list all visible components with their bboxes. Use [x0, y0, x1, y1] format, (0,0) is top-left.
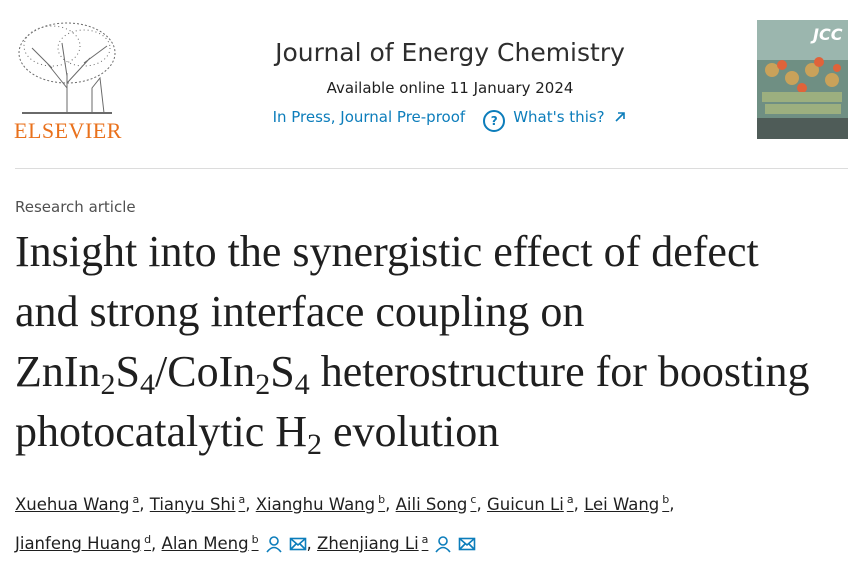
author: Xianghu Wang b, — [255, 493, 391, 514]
author-name: Zhenjiang Li — [317, 534, 419, 553]
author-affiliation: b — [251, 532, 259, 546]
author-profile-icon[interactable] — [265, 535, 283, 553]
author-affiliation: a — [421, 532, 429, 546]
author-email-icon[interactable] — [458, 535, 476, 553]
author: Lei Wang b, — [584, 493, 675, 514]
author-link[interactable]: Alan Meng b — [161, 532, 259, 554]
title-text: S — [270, 347, 295, 396]
author-separator: , — [245, 494, 251, 514]
author-name: Xianghu Wang — [255, 494, 376, 514]
external-link-icon[interactable] — [613, 110, 627, 124]
author-separator: , — [306, 534, 312, 553]
author-affiliation: b — [662, 493, 670, 506]
author: Xuehua Wang a, — [15, 493, 145, 514]
title-subscript: 2 — [100, 368, 116, 401]
elsevier-tree-logo — [18, 22, 116, 114]
author-link[interactable]: Xianghu Wang b — [255, 493, 386, 514]
divider — [15, 168, 848, 169]
author-affiliation: a — [566, 493, 574, 506]
author-name: Xuehua Wang — [15, 494, 130, 514]
title-subscript: 2 — [255, 368, 271, 401]
header: ELSEVIER Journal of Energy Chemistry Ava… — [0, 0, 865, 168]
author-affiliation: a — [132, 493, 140, 506]
author-link[interactable]: Jianfeng Huang d — [15, 532, 152, 554]
help-icon[interactable]: ? — [483, 110, 506, 132]
status-link[interactable]: In Press, Journal Pre-proof — [272, 108, 466, 126]
author-separator: , — [573, 494, 579, 514]
author: Tianyu Shi a, — [149, 493, 251, 514]
title-text: evolution — [322, 407, 500, 456]
author: Alan Meng b, — [161, 532, 312, 554]
journal-cover[interactable]: JCC — [757, 20, 848, 139]
author: Zhenjiang Li a — [317, 532, 476, 554]
author: Guicun Li a, — [486, 493, 579, 514]
author-separator: , — [139, 494, 145, 514]
author-name: Guicun Li — [486, 494, 564, 514]
title-text: /CoIn — [155, 347, 256, 396]
author-name: Tianyu Shi — [149, 494, 236, 514]
author: Aili Song c, — [395, 493, 482, 514]
help-link[interactable]: What's this? — [513, 108, 605, 126]
author-list: Xuehua Wang a, Tianyu Shi a, Xianghu Wang b… — [15, 482, 815, 561]
author-name: Jianfeng Huang — [15, 534, 142, 553]
author-email-icon[interactable] — [289, 535, 307, 553]
author-link[interactable]: Tianyu Shi a — [149, 493, 246, 514]
author-name: Alan Meng — [161, 534, 249, 553]
author-affiliation: a — [238, 493, 246, 506]
author-name: Lei Wang — [584, 494, 660, 514]
author-separator: , — [669, 494, 675, 514]
journal-title[interactable]: Journal of Energy Chemistry — [275, 38, 625, 67]
title-text: S — [115, 347, 141, 396]
journal-info: Journal of Energy Chemistry Available on… — [160, 38, 740, 132]
author-profile-icon[interactable] — [434, 535, 452, 553]
author-separator: , — [385, 494, 391, 514]
author-link[interactable]: Aili Song c — [395, 493, 477, 514]
title-subscript: 4 — [294, 368, 310, 401]
author-name: Aili Song — [395, 494, 468, 514]
title-text: heterostructure for boosting photocataly… — [15, 347, 810, 456]
author-affiliation: b — [378, 493, 386, 506]
title-subscript: 4 — [140, 368, 156, 401]
status-links: In Press, Journal Pre-proof? What's this? — [160, 108, 740, 132]
cover-title: JCC — [810, 25, 843, 44]
author-link[interactable]: Zhenjiang Li a — [317, 532, 429, 554]
article-title: Insight into the synergistic effect of d… — [15, 222, 825, 462]
author: Jianfeng Huang d, — [15, 532, 157, 554]
author-affiliation: c — [470, 493, 477, 506]
author-separator: , — [151, 534, 157, 553]
author-separator: , — [476, 494, 482, 514]
publisher-name: ELSEVIER — [14, 118, 122, 143]
author-link[interactable]: Guicun Li a — [486, 493, 574, 514]
available-online: Available online 11 January 2024 — [326, 79, 574, 97]
author-link[interactable]: Xuehua Wang a — [15, 493, 140, 514]
article-type: Research article — [15, 198, 136, 216]
title-subscript: 2 — [307, 428, 323, 461]
title-text: Insight into the synergistic effect of d… — [15, 227, 759, 396]
author-link[interactable]: Lei Wang b — [584, 493, 670, 514]
author-affiliation: d — [144, 532, 152, 546]
